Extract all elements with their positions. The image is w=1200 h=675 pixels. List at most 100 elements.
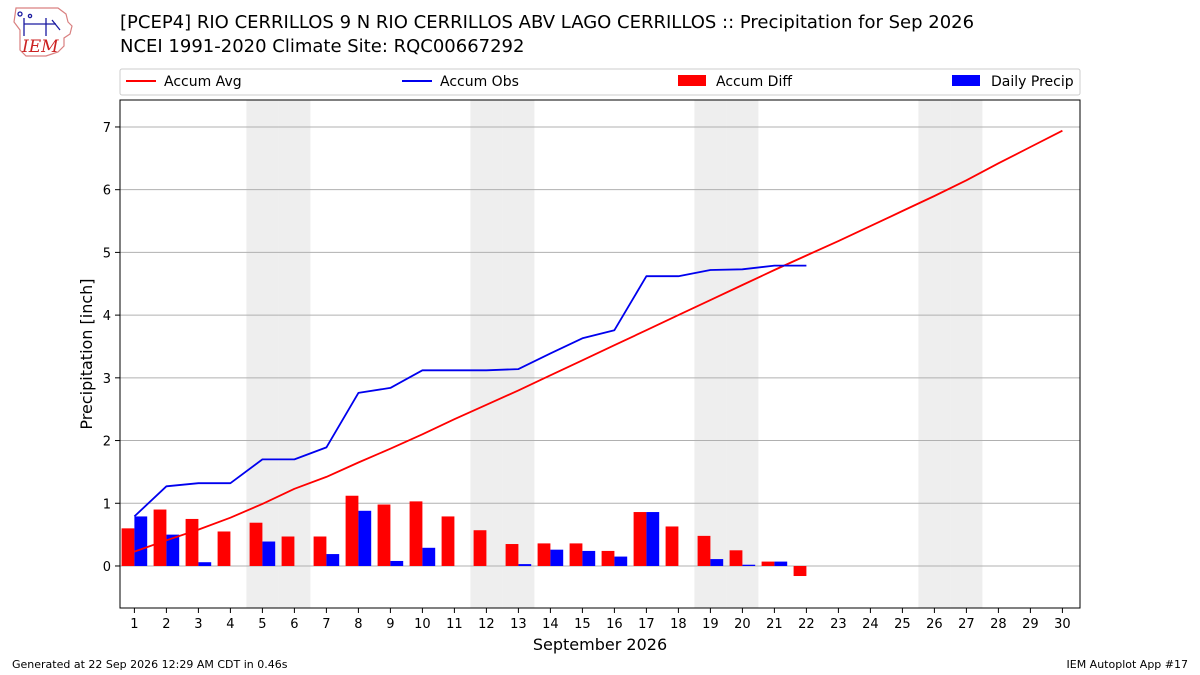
x-tick-label: 30 xyxy=(1054,617,1071,632)
daily-precip-bar-day-9 xyxy=(390,560,404,566)
weekend-shade-day-12 xyxy=(470,100,503,608)
x-tick-label: 20 xyxy=(734,617,751,632)
daily-precip-bar-day-5 xyxy=(262,541,276,566)
accum-diff-bar-day-11 xyxy=(441,516,455,566)
x-tick-label: 5 xyxy=(258,617,266,632)
accum-obs-line xyxy=(133,264,807,518)
x-tick-label: 10 xyxy=(414,617,431,632)
y-tick-label: 6 xyxy=(103,184,111,199)
x-tick-label: 21 xyxy=(766,617,783,632)
x-tick-label: 18 xyxy=(670,617,687,632)
daily-precip-bar-day-20 xyxy=(742,564,756,566)
y-tick-label: 7 xyxy=(103,121,111,136)
y-tick-label: 2 xyxy=(103,435,111,450)
x-tick-label: 24 xyxy=(862,617,879,632)
x-tick-label: 29 xyxy=(1022,617,1039,632)
accum-diff-bar-day-13 xyxy=(505,544,519,566)
x-tick-label: 13 xyxy=(510,617,527,632)
accum-diff-bar-day-15 xyxy=(569,543,583,566)
svg-text:IEM: IEM xyxy=(21,37,59,57)
x-tick-label: 14 xyxy=(542,617,559,632)
accum-diff-bar-day-2 xyxy=(153,509,167,566)
legend-frame xyxy=(119,68,1081,96)
x-tick-label: 2 xyxy=(162,617,170,632)
accum-diff-bar-day-18 xyxy=(665,526,679,566)
x-axis: 1 2 3 4 5 6 7 8 9 10 11 12 13 14 15 16 17 18 19 20 21 22 23 24 2… xyxy=(130,608,1071,632)
daily-precip-bar-day-13 xyxy=(518,564,532,566)
x-axis-label: September 2026 xyxy=(533,635,667,654)
daily-precip-bars xyxy=(134,510,788,566)
daily-precip-bar-day-10 xyxy=(422,547,436,566)
x-tick-label: 22 xyxy=(798,617,815,632)
x-tick-label: 1 xyxy=(130,617,138,632)
legend-swatch-daily-precip xyxy=(952,75,980,86)
accum-diff-bar-day-9 xyxy=(377,504,391,566)
accum-diff-bar-day-5 xyxy=(249,522,263,566)
accum-diff-bar-day-17 xyxy=(633,512,647,566)
y-tick-label: 5 xyxy=(103,246,111,261)
accum-diff-bar-day-14 xyxy=(537,543,551,566)
accum-diff-bars xyxy=(121,495,807,577)
weekend-shade-day-6 xyxy=(278,100,311,608)
daily-precip-bar-day-14 xyxy=(550,549,564,566)
accum-diff-bar-day-21 xyxy=(761,561,775,566)
weekend-shade-day-13 xyxy=(502,100,535,608)
x-tick-label: 27 xyxy=(958,617,975,632)
x-tick-label: 3 xyxy=(194,617,202,632)
daily-precip-bar-day-1 xyxy=(134,516,148,566)
legend-swatch-accum-diff xyxy=(678,75,706,86)
x-tick-label: 7 xyxy=(322,617,330,632)
y-tick-label: 3 xyxy=(103,372,111,387)
x-tick-label: 16 xyxy=(606,617,623,632)
accum-diff-bar-day-7 xyxy=(313,536,327,566)
x-tick-label: 25 xyxy=(894,617,911,632)
y-tick-label: 4 xyxy=(103,309,111,324)
weekend-shade-day-19 xyxy=(694,100,727,608)
legend-label-accum-diff: Accum Diff xyxy=(716,74,792,90)
accum-lines xyxy=(133,129,1063,553)
accum-diff-bar-day-19 xyxy=(697,535,711,566)
y-tick-label: 1 xyxy=(103,497,111,512)
accum-diff-bar-day-20 xyxy=(729,550,743,566)
weekend-shade-day-20 xyxy=(726,100,759,608)
app-credit: IEM Autoplot App #17 xyxy=(1066,658,1189,671)
gridlines xyxy=(120,126,1080,567)
accum-diff-bar-day-3 xyxy=(185,518,199,566)
accum-diff-bar-day-4 xyxy=(217,531,231,566)
daily-precip-bar-day-17 xyxy=(646,512,660,566)
y-axis-label: Precipitation [inch] xyxy=(77,278,96,429)
x-tick-label: 12 xyxy=(478,617,495,632)
x-tick-label: 4 xyxy=(226,617,234,632)
x-tick-label: 6 xyxy=(290,617,298,632)
accum-diff-bar-day-6 xyxy=(281,536,295,566)
x-tick-label: 9 xyxy=(386,617,394,632)
accum-diff-bar-day-8 xyxy=(345,495,359,566)
accum-diff-bar-day-1 xyxy=(121,528,135,566)
weekend-shade-day-27 xyxy=(950,100,983,608)
chart-subtitle: NCEI 1991-2020 Climate Site: RQC00667292 xyxy=(120,36,525,57)
accum-diff-bar-day-12 xyxy=(473,530,487,566)
accum-diff-bar-day-10 xyxy=(409,501,423,566)
chart-title: [PCEP4] RIO CERRILLOS 9 N RIO CERRILLOS … xyxy=(120,12,975,33)
legend-label-accum-avg: Accum Avg xyxy=(164,74,242,90)
x-tick-label: 15 xyxy=(574,617,591,632)
daily-precip-bar-day-16 xyxy=(614,556,628,566)
daily-precip-bar-day-15 xyxy=(582,550,596,566)
daily-precip-bar-day-19 xyxy=(710,559,724,566)
x-tick-label: 19 xyxy=(702,617,719,632)
weekend-shade-day-26 xyxy=(918,100,951,608)
daily-precip-bar-day-21 xyxy=(774,561,788,566)
x-tick-label: 23 xyxy=(830,617,847,632)
accum-avg-line xyxy=(134,129,1063,553)
x-tick-label: 8 xyxy=(354,617,362,632)
legend-label-daily-precip: Daily Precip xyxy=(991,74,1074,90)
y-tick-label: 0 xyxy=(103,560,111,575)
generated-timestamp: Generated at 22 Sep 2026 12:29 AM CDT in… xyxy=(12,658,288,671)
y-axis: 0 1 2 3 4 5 6 7 xyxy=(103,121,120,575)
daily-precip-bar-day-2 xyxy=(166,534,180,566)
accum-diff-bar-day-16 xyxy=(601,550,615,566)
daily-precip-bar-day-8 xyxy=(358,510,372,566)
accum-diff-bar-day-22 xyxy=(793,565,807,577)
x-tick-label: 26 xyxy=(926,617,943,632)
